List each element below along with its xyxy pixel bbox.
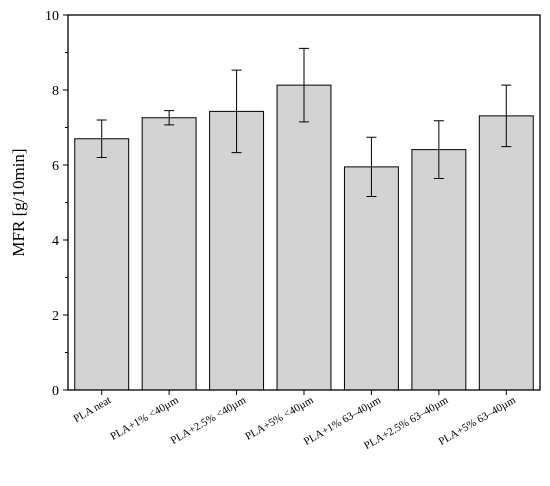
y-tick-label: 2	[52, 309, 59, 324]
bar	[74, 138, 130, 391]
y-tick-label: 6	[52, 159, 59, 174]
x-tick-label: PLA neat	[71, 394, 113, 425]
y-tick-label: 10	[45, 9, 59, 24]
y-axis-title: MFR [g/10min]	[9, 148, 28, 256]
x-tick-label: PLA+2.5% <40µm	[169, 394, 249, 447]
y-tick-label: 4	[52, 234, 59, 249]
bar	[209, 110, 265, 391]
y-tick-label: 8	[52, 84, 59, 99]
bar	[343, 166, 399, 391]
bar	[478, 115, 534, 391]
bar	[141, 117, 197, 391]
bar	[276, 84, 332, 391]
bar	[411, 149, 467, 391]
y-tick-label: 0	[52, 384, 59, 399]
